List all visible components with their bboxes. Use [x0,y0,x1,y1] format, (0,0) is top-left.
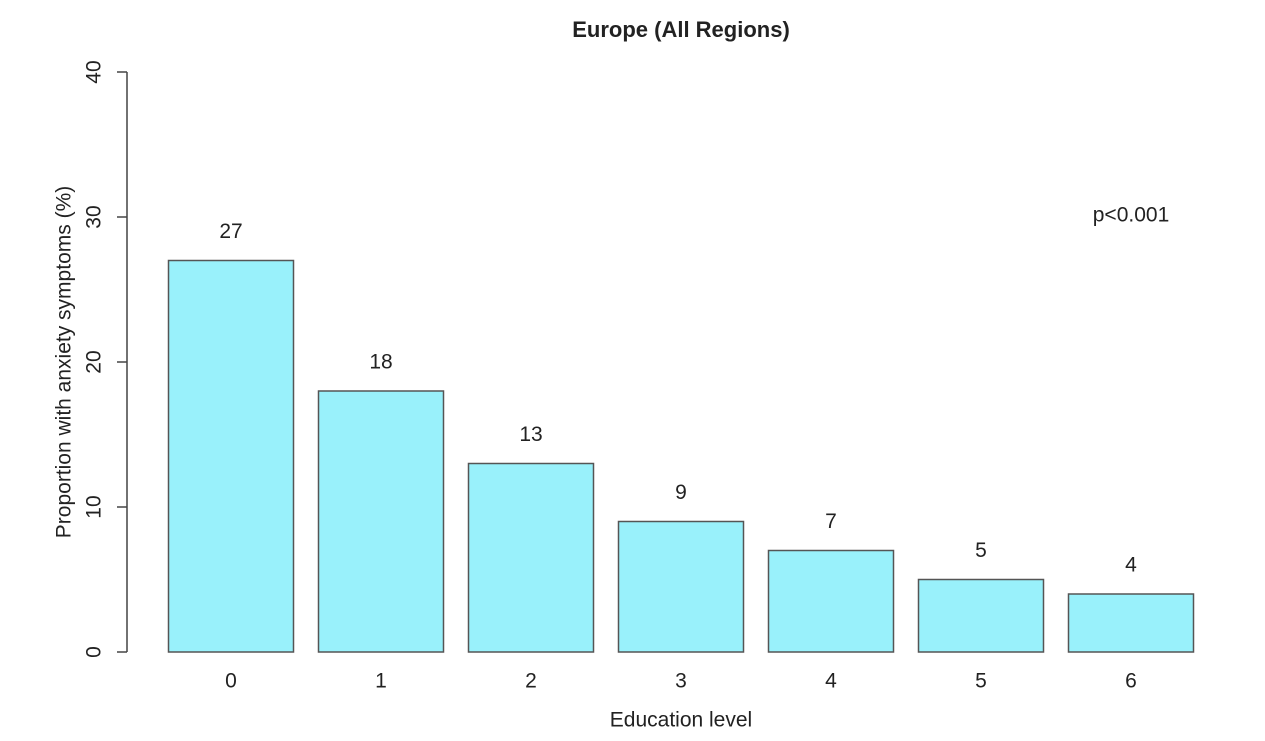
y-tick-label: 0 [83,646,106,658]
annotation: p<0.001 [1093,204,1170,227]
data-label: 9 [675,481,687,504]
x-tick-label: 0 [225,670,237,693]
bar [1067,593,1195,653]
x-tick-label: 5 [975,670,987,693]
y-tick-label: 30 [83,205,106,228]
bar [767,549,895,653]
x-tick-label: 1 [375,670,387,693]
x-tick-label: 2 [525,670,537,693]
data-label: 7 [825,510,837,533]
data-label: 27 [219,220,242,243]
bar [917,578,1045,653]
x-tick-label: 6 [1125,670,1137,693]
data-label: 4 [1125,554,1137,577]
bar [167,259,295,653]
bar [617,520,745,653]
y-tick-label: 10 [83,495,106,518]
y-tick-label: 40 [83,60,106,83]
y-axis-label: Proportion with anxiety symptoms (%) [53,186,76,538]
y-tick-label: 20 [83,350,106,373]
data-label: 5 [975,539,987,562]
bar [317,390,445,653]
chart-title: Europe (All Regions) [572,17,790,42]
x-tick-label: 3 [675,670,687,693]
data-label: 13 [519,423,542,446]
data-label: 18 [369,351,392,374]
bar [467,462,595,653]
x-tick-label: 4 [825,670,837,693]
x-axis-label: Education level [610,709,752,732]
